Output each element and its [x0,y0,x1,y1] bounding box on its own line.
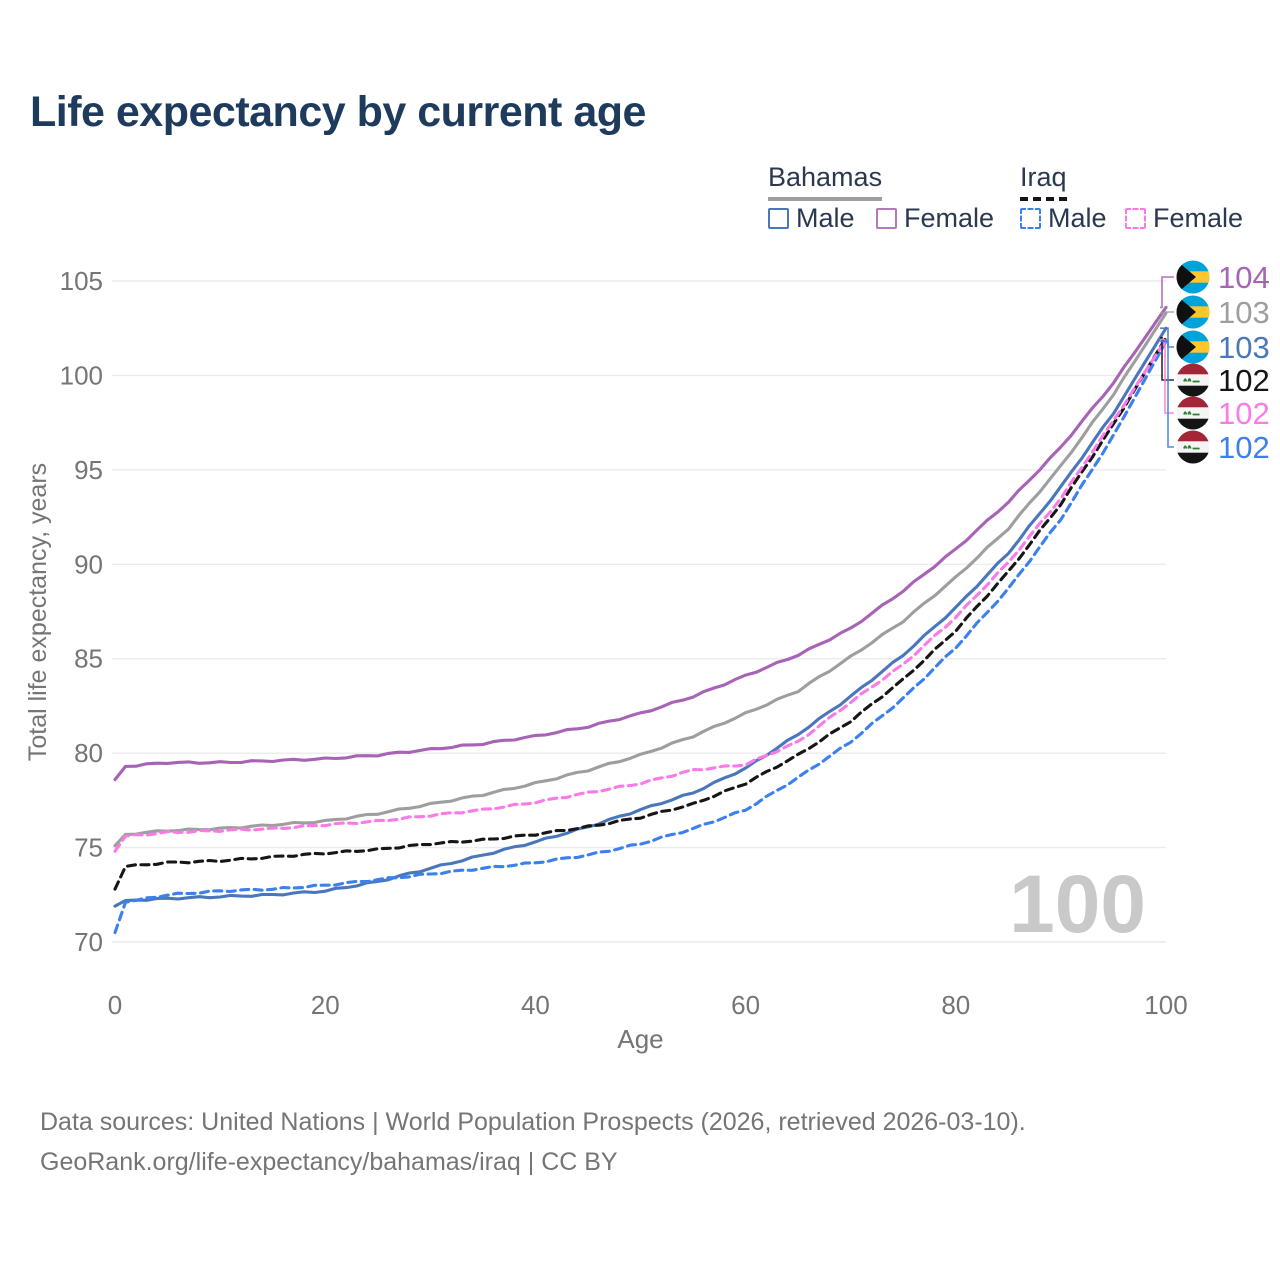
x-tick-label: 0 [108,990,122,1020]
end-label-leader-line [1160,338,1174,414]
flag-icon-iraq [1176,430,1210,464]
end-value: 102 [1218,362,1270,398]
legend-swatch-icon [876,208,897,229]
end-value: 104 [1218,259,1270,295]
attribution-link-text: GeoRank.org/life-expectancy/bahamas/iraq… [40,1148,618,1176]
legend-group-label: Iraq [1020,162,1067,201]
x-tick-label: 80 [941,990,970,1020]
x-tick-label: 20 [311,990,340,1020]
end-label-iraq: 102 [1176,363,1270,397]
x-tick-label: 60 [731,990,760,1020]
legend-group-bahamas[interactable]: Bahamas [768,162,883,201]
end-label-iraq-male: 102 [1176,430,1270,464]
series-line-bahamas-male [113,326,1168,908]
y-tick-label: 85 [74,644,103,674]
y-tick-label: 70 [74,927,103,957]
legend-group-label: Bahamas [768,162,883,201]
legend-entry-label: Male [1048,203,1107,233]
series-line-iraq-male [113,339,1168,935]
end-label-leader-line [1160,336,1174,381]
end-label-leader-line [1160,327,1174,348]
y-tick-label: 75 [74,833,103,863]
flag-icon-bahamas [1176,260,1210,294]
age-counter-watermark: 100 [1009,859,1146,950]
y-tick-label: 90 [74,549,103,579]
y-axis-title: Total life expectancy, years [24,463,52,761]
legend-swatch-icon [1125,208,1146,229]
flag-icon-bahamas [1176,295,1210,329]
flag-icon-bahamas [1176,330,1210,364]
legend-entry-label: Female [904,203,995,233]
y-tick-label: 100 [60,360,103,390]
series-line-bahamas [113,311,1168,848]
end-label-iraq-female: 102 [1176,396,1270,430]
end-label-bahamas-male: 103 [1176,330,1270,364]
series-line-iraq [113,336,1168,891]
legend-swatch-icon [768,208,789,229]
page-title: Life expectancy by current age [30,88,646,136]
legend-entry-label: Female [1153,203,1244,233]
end-label-leader-line [1160,340,1174,448]
end-value: 102 [1218,395,1270,431]
series-line-iraq-female [113,337,1168,853]
legend-entry-bahamas-male[interactable]: Male [768,203,855,234]
end-label-leader-line [1160,276,1174,309]
legend-swatch-icon [1020,208,1041,229]
end-label-leader-line [1160,311,1174,314]
x-tick-label: 40 [521,990,550,1020]
flag-icon-iraq [1176,363,1210,397]
end-label-bahamas-female: 104 [1176,260,1270,294]
legend-group-iraq[interactable]: Iraq [1020,162,1067,201]
legend-entry-iraq-male[interactable]: Male [1020,203,1107,234]
y-tick-label: 80 [74,738,103,768]
x-tick-label: 100 [1144,990,1187,1020]
x-axis-title: Age [617,1024,663,1054]
end-value: 102 [1218,429,1270,465]
y-tick-label: 95 [74,455,103,485]
data-sources-text: Data sources: United Nations | World Pop… [40,1108,1026,1136]
end-value: 103 [1218,329,1270,365]
end-value: 103 [1218,294,1270,330]
flag-icon-iraq [1176,396,1210,430]
legend-entry-label: Male [796,203,855,233]
legend-entry-iraq-female[interactable]: Female [1125,203,1243,234]
legend-entry-bahamas-female[interactable]: Female [876,203,994,234]
end-label-bahamas: 103 [1176,295,1270,329]
series-line-bahamas-female [113,305,1168,782]
y-tick-label: 105 [60,266,103,296]
